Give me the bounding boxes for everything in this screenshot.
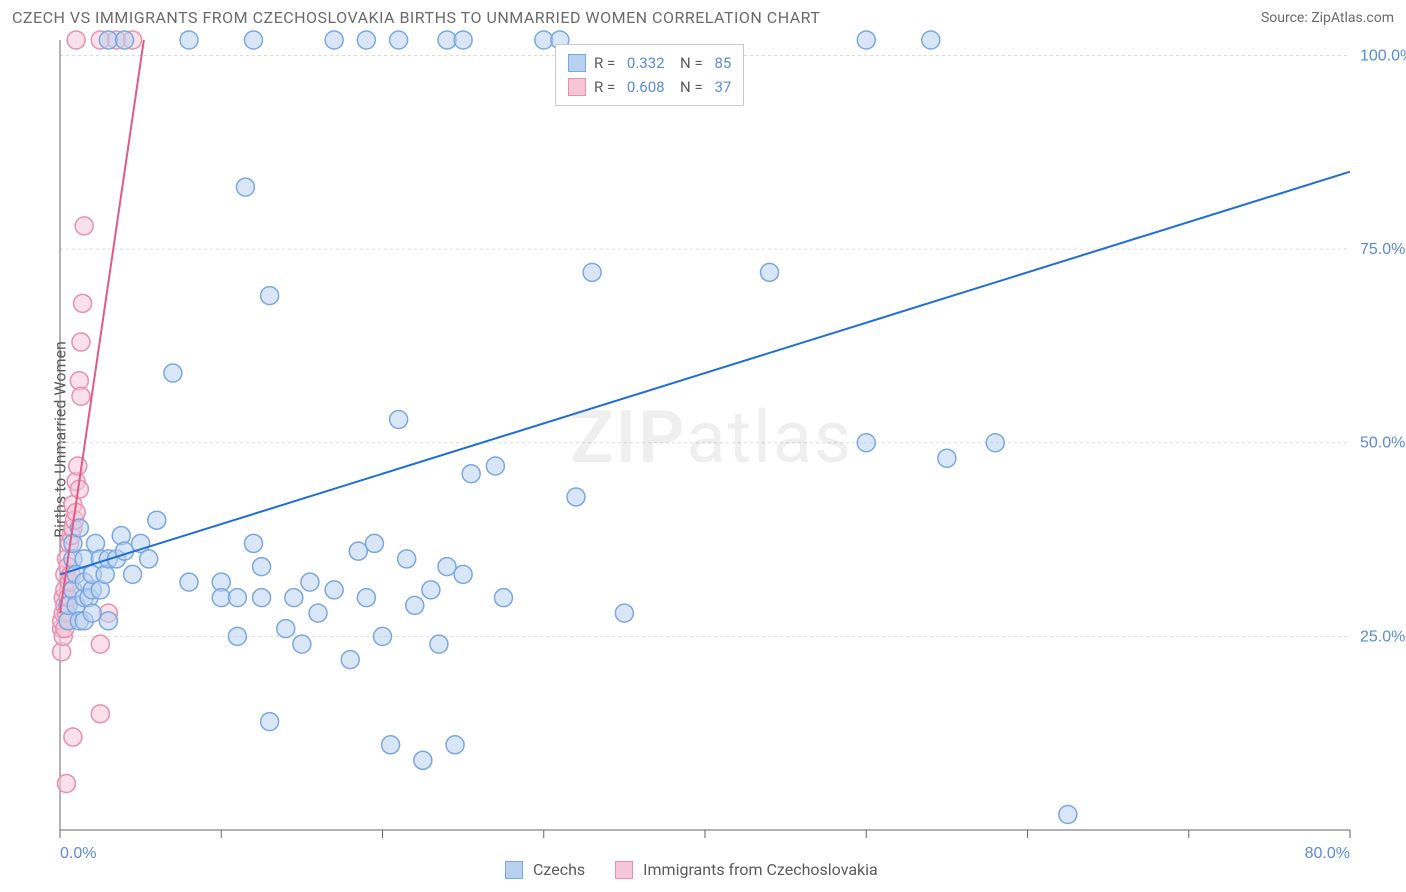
legend-r-value: 0.608 xyxy=(627,75,665,99)
legend-n-value: 85 xyxy=(714,51,731,75)
legend-r-label: R = xyxy=(594,75,619,99)
series-legend: Czechs Immigrants from Czechoslovakia xyxy=(505,860,898,879)
correlation-legend: R = 0.332 N = 85R = 0.608 N = 37 xyxy=(555,44,744,106)
svg-text:0.0%: 0.0% xyxy=(60,845,96,862)
legend-swatch xyxy=(568,78,586,96)
svg-text:75.0%: 75.0% xyxy=(1360,241,1405,258)
legend-r-value: 0.332 xyxy=(627,51,665,75)
legend-row: R = 0.608 N = 37 xyxy=(568,75,731,99)
svg-text:80.0%: 80.0% xyxy=(1305,845,1350,862)
svg-text:100.0%: 100.0% xyxy=(1360,47,1406,64)
legend-n-label: N = xyxy=(673,51,707,75)
legend-n-value: 37 xyxy=(714,75,731,99)
series-swatch xyxy=(505,861,523,879)
legend-row: R = 0.332 N = 85 xyxy=(568,51,731,75)
legend-n-label: N = xyxy=(673,75,707,99)
scatter-chart: 25.0% 50.0% 75.0% 100.0% 0.0% 80.0% xyxy=(0,0,1406,892)
series-label: Czechs xyxy=(533,860,585,879)
series-swatch xyxy=(615,861,633,879)
svg-text:25.0%: 25.0% xyxy=(1360,628,1405,645)
svg-text:50.0%: 50.0% xyxy=(1360,435,1405,452)
series-label: Immigrants from Czechoslovakia xyxy=(643,860,878,879)
legend-swatch xyxy=(568,54,586,72)
legend-r-label: R = xyxy=(594,51,619,75)
